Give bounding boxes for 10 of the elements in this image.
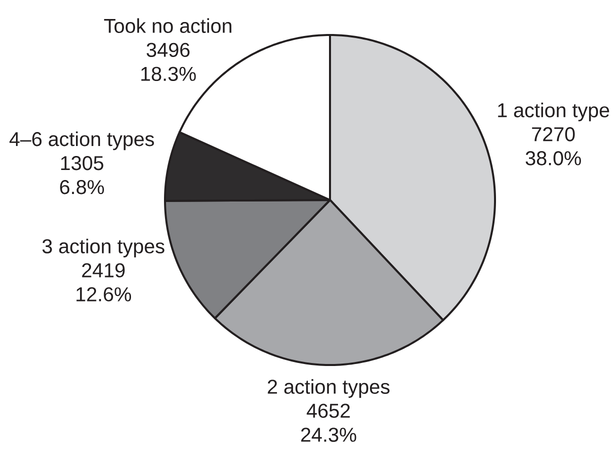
data-label: 1305 6.8% [60,156,104,194]
slice-label: Took no action [104,18,232,34]
data-label: 2419 12.6% [76,263,132,302]
data-label: 7270 38.0% [526,127,581,166]
data-label: 3496 18.3% [141,42,196,82]
slice-label: 3 action types [42,238,164,258]
slice-label: 1 action type [498,102,610,122]
data-label: 4652 24.3% [301,404,356,442]
slice-label: 4–6 action types [10,131,154,150]
slice-label: 2 action types [268,379,390,398]
